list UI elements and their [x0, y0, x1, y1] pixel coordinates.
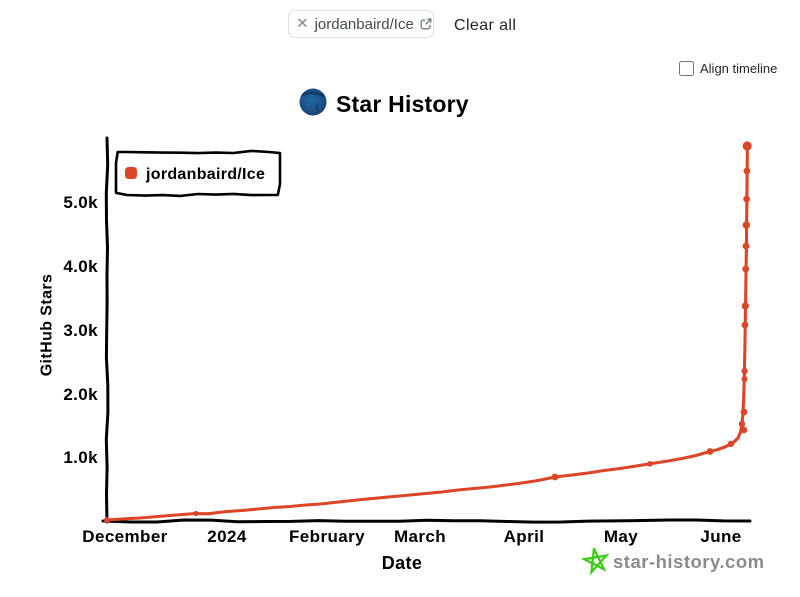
svg-text:1.0k: 1.0k [63, 448, 98, 467]
svg-text:GitHub Stars: GitHub Stars [39, 274, 56, 377]
svg-text:February: February [289, 527, 365, 546]
svg-text:Date: Date [382, 553, 423, 573]
svg-text:June: June [700, 527, 741, 546]
svg-text:2.0k: 2.0k [63, 385, 98, 404]
svg-text:December: December [82, 527, 167, 546]
svg-text:March: March [394, 527, 446, 546]
svg-text:jordanbaird/Ice: jordanbaird/Ice [145, 166, 265, 183]
svg-text:3.0k: 3.0k [63, 321, 98, 340]
svg-text:May: May [604, 527, 638, 546]
svg-text:star-history.com: star-history.com [613, 551, 765, 572]
svg-text:4.0k: 4.0k [63, 257, 98, 276]
svg-text:5.0k: 5.0k [63, 193, 98, 212]
svg-text:2024: 2024 [207, 527, 247, 546]
svg-text:April: April [504, 527, 545, 546]
